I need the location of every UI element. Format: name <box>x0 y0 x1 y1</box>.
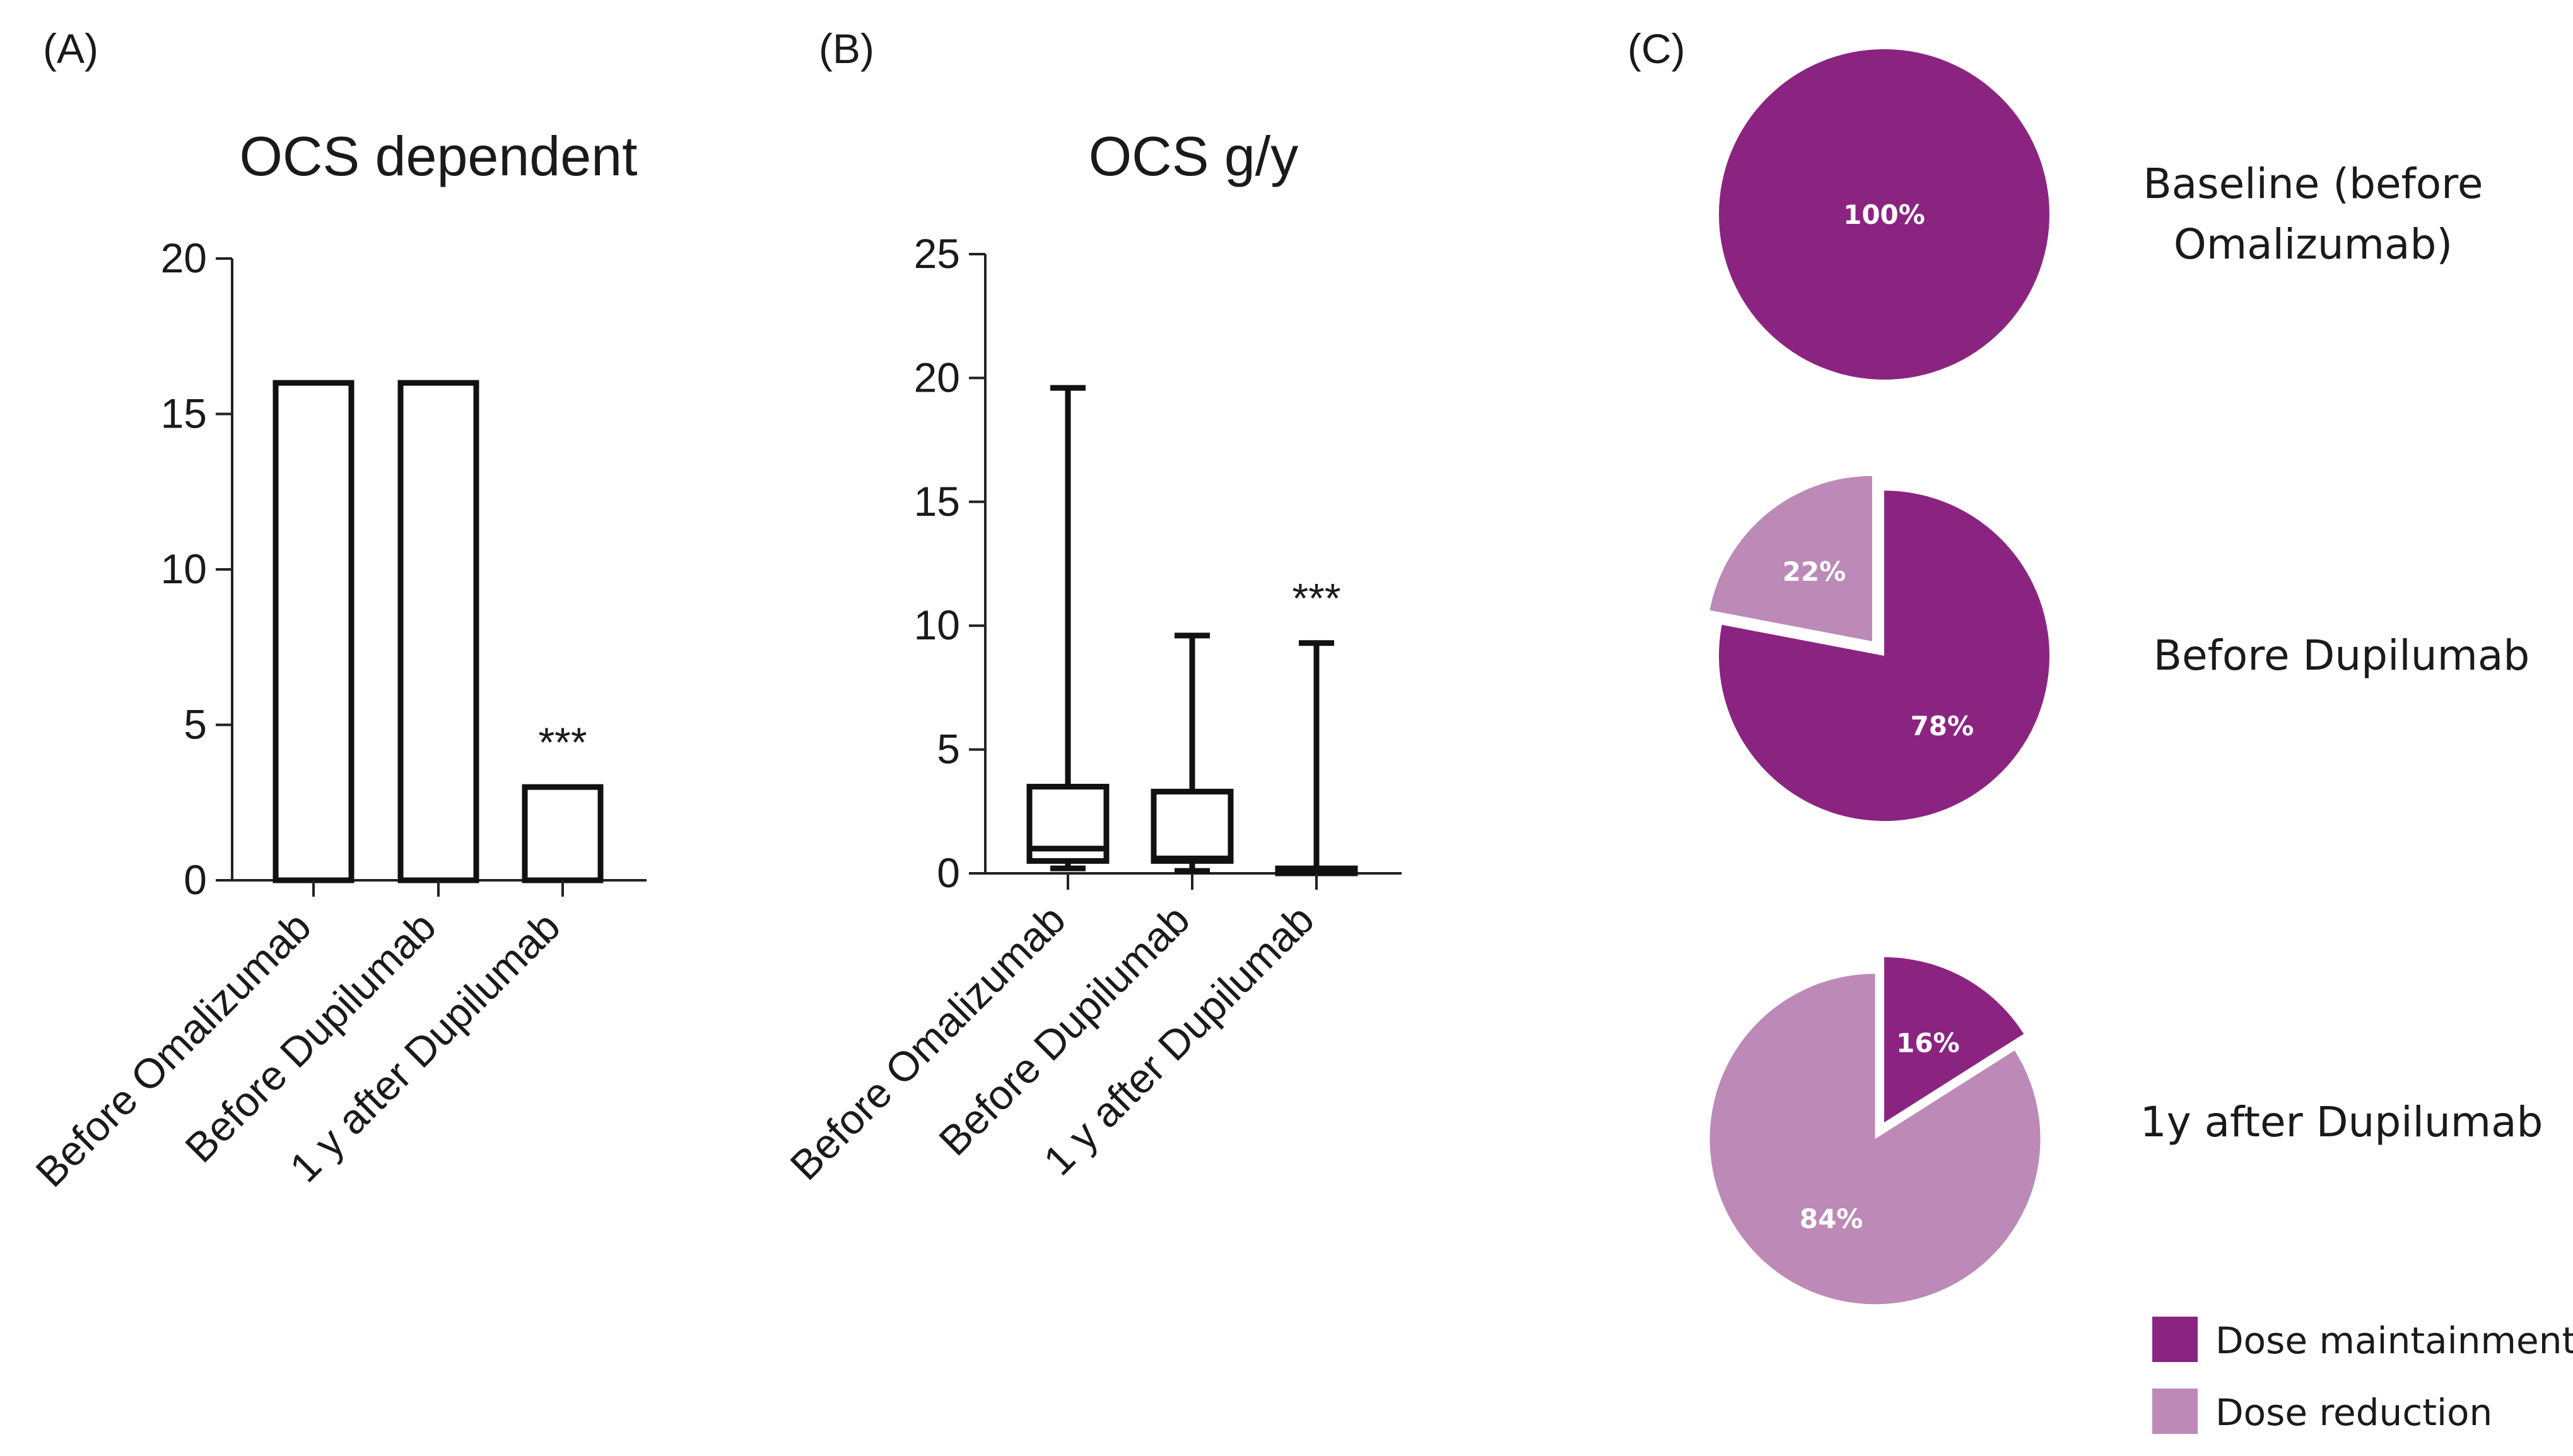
pie-caption: Baseline (before <box>2143 160 2483 208</box>
pie-caption: Before Dupilumab <box>2154 631 2529 680</box>
panel-label-c: (C) <box>1627 25 1685 72</box>
chart-a-y-tick-label: 10 <box>161 545 207 592</box>
pie-chart: 78% 22% Before Dupilumab <box>1709 475 2529 821</box>
panel-label-a: (A) <box>43 25 98 72</box>
chart-a-bar <box>273 380 355 883</box>
pie-chart: 100% Baseline (before Omalizumab) <box>1719 49 2483 380</box>
legend-swatch <box>2152 1317 2198 1362</box>
chart-b-y-tick-label: 0 <box>937 849 960 896</box>
chart-b-y-tick-label: 5 <box>937 726 960 772</box>
pie-slice <box>1718 491 2049 821</box>
pie-slice <box>1709 475 1872 641</box>
legend-label: Dose reduction <box>2215 1391 2492 1434</box>
chart-b-y-tick-label: 15 <box>914 478 960 525</box>
pie-slice-label: 22% <box>1783 556 1846 587</box>
panel-label-b: (B) <box>819 25 874 72</box>
chart-a-y-tick-label: 20 <box>161 235 207 281</box>
pie-caption: 1y after Dupilumab <box>2140 1098 2543 1146</box>
chart-a-significance: *** <box>538 719 587 766</box>
pie-slice <box>1709 974 2041 1305</box>
chart-b-title: OCS g/y <box>1089 125 1299 187</box>
pie-slice <box>1884 957 2024 1122</box>
chart-b-y-tick-label: 10 <box>914 602 960 648</box>
chart-b-y-tick-label: 25 <box>914 230 960 277</box>
chart-b-y-tick-label: 20 <box>914 354 960 400</box>
chart-a-y-tick-label: 0 <box>184 856 207 903</box>
legend-swatch <box>2152 1389 2198 1434</box>
chart-a-title: OCS dependent <box>239 125 637 187</box>
chart-a-bar <box>397 380 479 883</box>
pie-slice-label: 84% <box>1800 1204 1863 1235</box>
pie-slice-label: 100% <box>1843 199 1925 230</box>
chart-a-y-tick-label: 5 <box>184 701 207 748</box>
pie-slice-label: 78% <box>1911 711 1974 742</box>
chart-a-bar <box>522 784 604 883</box>
chart-b-box <box>1151 788 1234 864</box>
pie-slice <box>1719 49 2049 380</box>
legend-label: Dose maintainment <box>2215 1319 2573 1362</box>
chart-c: 100% Baseline (before Omalizumab) 78% 22% Bef… <box>1709 49 2573 1434</box>
chart-a-y-tick-label: 15 <box>161 390 207 437</box>
pie-caption: Omalizumab) <box>2174 220 2453 269</box>
pie-chart: 16% 84% 1y after Dupilumab <box>1709 957 2543 1305</box>
pie-slice-label: 16% <box>1896 1028 1960 1059</box>
chart-b-significance: *** <box>1292 575 1340 622</box>
